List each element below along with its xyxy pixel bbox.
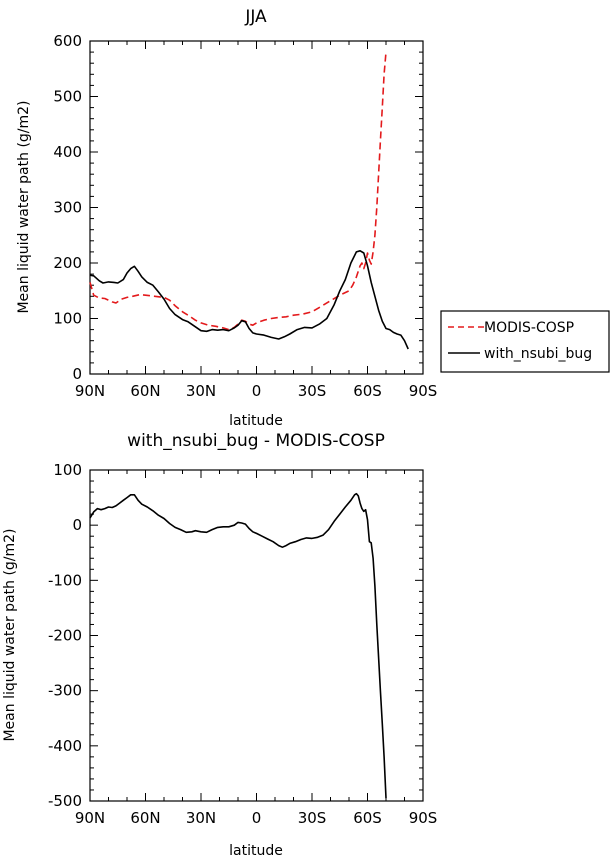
bottom-y-tick-label: -200 <box>48 627 82 645</box>
top-series <box>89 52 409 350</box>
top-y-tick-label: 200 <box>53 254 82 272</box>
top-x-axis-label: latitude <box>229 413 283 429</box>
bottom-x-tick-label: 90N <box>75 809 105 827</box>
bottom-series-line-with-nsubi-bug-modis-cosp <box>89 492 387 799</box>
bottom-ticks: 90N 60N 30N 0 30S 60S 90S -500 -400 -300 -200 -100 0… <box>48 461 437 827</box>
bottom-y-tick-label: -300 <box>48 682 82 700</box>
top-y-tick-label: 0 <box>72 365 82 383</box>
top-x-tick-label: 90N <box>75 382 105 400</box>
bottom-y-tick-label: -100 <box>48 571 82 589</box>
bottom-x-tick-label: 30N <box>186 809 216 827</box>
bottom-x-tick-label: 60N <box>130 809 160 827</box>
top-x-tick-label: 60S <box>353 382 382 400</box>
bottom-x-tick-label: 0 <box>252 809 262 827</box>
top-y-tick-label: 400 <box>53 143 82 161</box>
top-y-tick-label: 500 <box>53 88 82 106</box>
top-ticks: 90N 60N 30N 0 30S 60S 90S 0 100 200 300 400 500 600 <box>53 32 437 400</box>
top-x-tick-label: 30N <box>186 382 216 400</box>
top-plot-frame <box>89 40 424 375</box>
bottom-panel: with_nsubi_bug - MODIS-COSP 90N 60N 30N 0 30… <box>2 431 437 859</box>
top-x-tick-label: 30S <box>298 382 327 400</box>
top-y-tick-label: 100 <box>53 310 82 328</box>
bottom-y-tick-label: -400 <box>48 737 82 755</box>
bottom-x-tick-label: 60S <box>353 809 382 827</box>
top-y-tick-label: 600 <box>53 32 82 50</box>
top-series-line-modis-cosp <box>89 52 387 331</box>
bottom-plot-frame <box>89 469 424 802</box>
top-x-tick-label: 60N <box>130 382 160 400</box>
bottom-y-tick-label: 100 <box>53 461 82 479</box>
bottom-chart-title: with_nsubi_bug - MODIS-COSP <box>127 431 385 451</box>
top-x-tick-label: 0 <box>252 382 262 400</box>
bottom-x-axis-label: latitude <box>229 843 283 859</box>
top-chart-title: JJA <box>244 7 267 27</box>
top-y-tick-label: 300 <box>53 199 82 217</box>
bottom-x-tick-label: 90S <box>409 809 438 827</box>
bottom-series <box>89 492 387 799</box>
top-x-tick-label: 90S <box>409 382 438 400</box>
legend-box <box>440 310 610 373</box>
top-y-axis-label: Mean liquid water path (g/m2) <box>16 100 32 313</box>
legend-label-modis-cosp: MODIS-COSP <box>484 320 574 336</box>
bottom-y-tick-label: 0 <box>72 516 82 534</box>
bottom-x-tick-label: 30S <box>298 809 327 827</box>
legend: MODIS-COSP with_nsubi_bug <box>440 310 610 373</box>
top-panel: JJA 90N 60N 30N 0 30S 60S 90S 0 100 200 300 400 500 6… <box>16 7 437 429</box>
top-series-line-with-nsubi-bug <box>89 250 409 350</box>
bottom-y-axis-label: Mean liquid water path (g/m2) <box>2 528 18 741</box>
legend-label-with-nsubi-bug: with_nsubi_bug <box>484 346 592 362</box>
bottom-y-tick-label: -500 <box>48 792 82 810</box>
